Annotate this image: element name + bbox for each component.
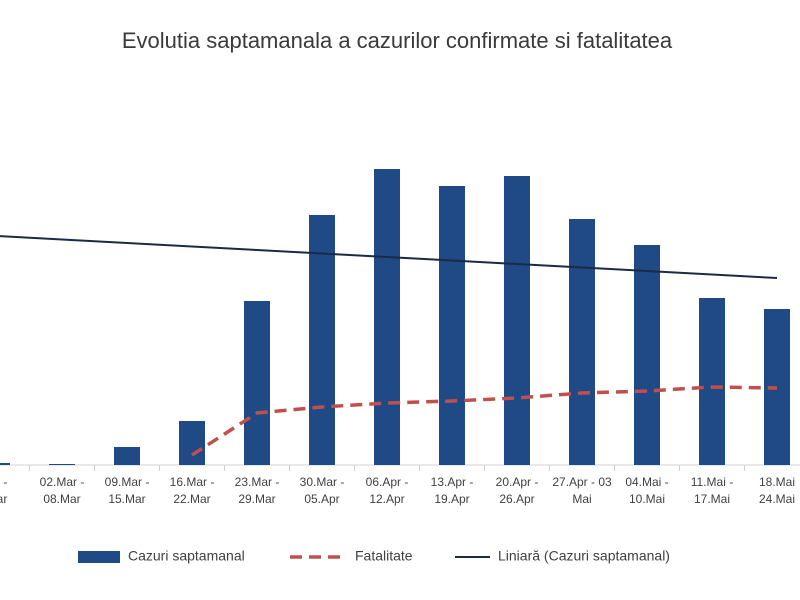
x-tick-label: 13.Apr - (431, 475, 474, 489)
x-tick-label: 26.Apr (499, 492, 534, 506)
x-tick-label: 09.Mar - (105, 475, 150, 489)
x-tick-label: 16.Mar - (170, 475, 215, 489)
bar (49, 464, 75, 465)
bar (504, 176, 530, 465)
legend-label: Liniară (Cazuri saptamanal) (498, 548, 670, 564)
bar (634, 245, 660, 465)
bar (179, 421, 205, 465)
x-tick-label: 11.Mai - (691, 475, 733, 489)
bar (114, 447, 140, 465)
x-tick-label: 27.Apr - 03 (552, 475, 612, 489)
x-tick-label: Mar (0, 492, 7, 506)
x-tick-label: 23.Mar - (235, 475, 280, 489)
x-tick-label: 30.Mar - (300, 475, 345, 489)
bar (244, 301, 270, 465)
bar (0, 463, 10, 465)
x-tick-label: 12.Apr (369, 492, 404, 506)
x-tick-label: 19.Apr (434, 492, 469, 506)
x-tick-label: 20.Apr - (496, 475, 539, 489)
bar (699, 298, 725, 465)
bar (309, 215, 335, 465)
x-tick-label: 24.Mai (759, 492, 795, 506)
x-tick-label: eb - (0, 475, 7, 489)
line (0, 235, 778, 279)
bar (569, 219, 595, 465)
x-tick-label: 06.Apr - (366, 475, 409, 489)
x-tick-label: 18.Mai (759, 475, 795, 489)
line (191, 385, 778, 457)
x-tick-label: 29.Mar (238, 492, 275, 506)
x-tick-label: 08.Mar (43, 492, 80, 506)
x-tick-label: 17.Mai (694, 492, 730, 506)
bar (374, 169, 400, 465)
x-tick-label: 22.Mar (173, 492, 210, 506)
chart-title: Evolutia saptamanala a cazurilor confirm… (122, 28, 673, 53)
x-tick-label: 15.Mar (108, 492, 145, 506)
legend-swatch (78, 551, 120, 563)
x-tick-label: 05.Apr (304, 492, 339, 506)
x-tick-label: 10.Mai (629, 492, 665, 506)
x-tick-label: 02.Mar - (40, 475, 85, 489)
x-tick-label: 04.Mai - (625, 475, 668, 489)
x-tick-label: Mai (572, 492, 591, 506)
bar (439, 186, 465, 465)
legend-label: Cazuri saptamanal (128, 548, 245, 564)
legend-label: Fatalitate (355, 548, 413, 564)
